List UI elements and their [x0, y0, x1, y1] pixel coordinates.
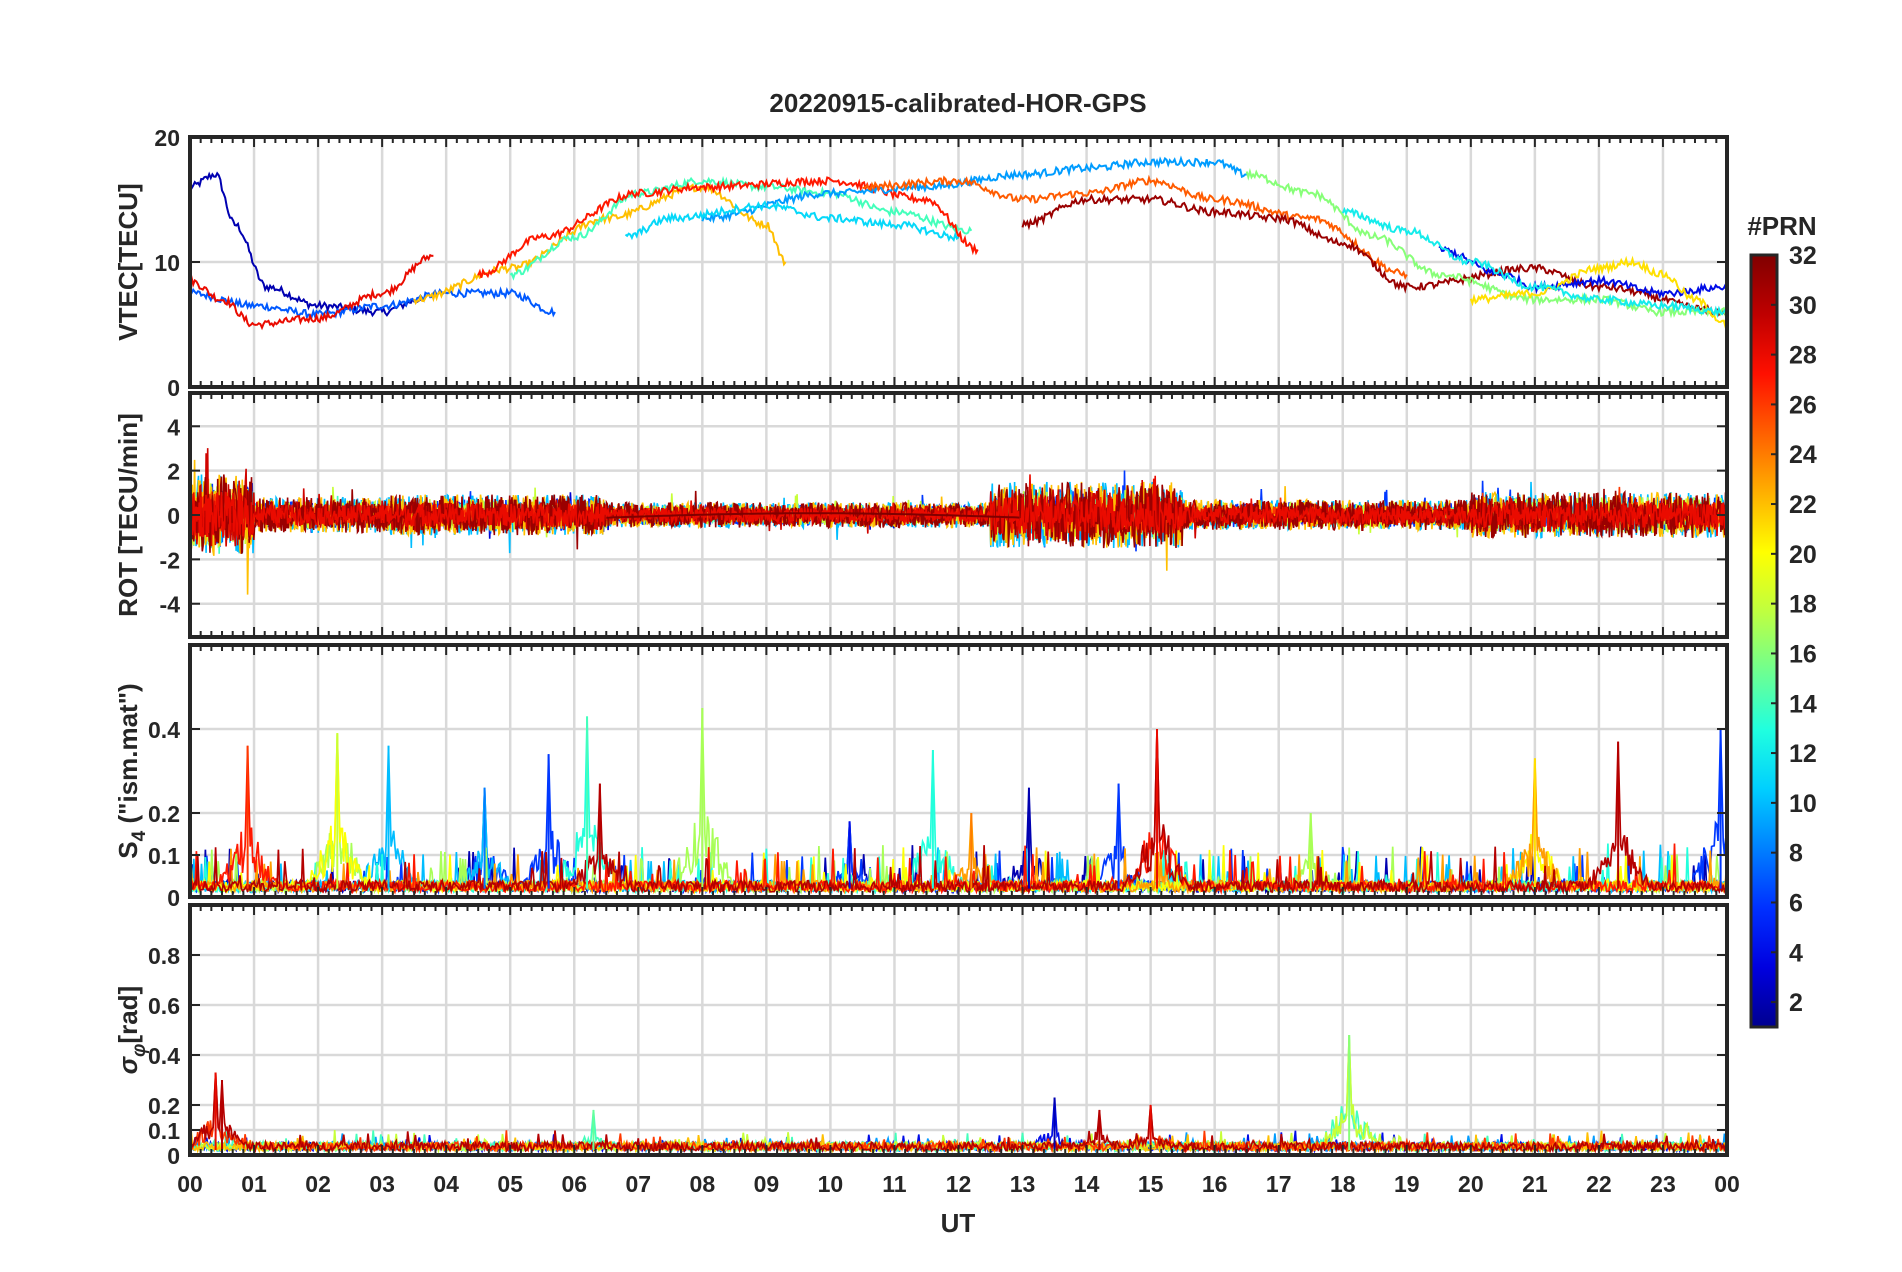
x-tick-label: 08	[690, 1171, 716, 1197]
colorbar-tick-label: 4	[1789, 939, 1803, 967]
y-tick-label: 0.8	[148, 943, 180, 969]
colorbar-tick-label: 20	[1789, 541, 1817, 569]
x-tick-label: 03	[369, 1171, 395, 1197]
y-tick-label: 20	[154, 125, 180, 151]
x-tick-label: 19	[1394, 1171, 1420, 1197]
x-tick-label: 17	[1266, 1171, 1292, 1197]
y-tick-label: 10	[154, 250, 180, 276]
x-tick-label: 16	[1202, 1171, 1228, 1197]
y-label-main: S	[113, 841, 143, 858]
x-tick-label: 07	[625, 1171, 651, 1197]
y-tick-label: 0.1	[148, 843, 180, 869]
x-tick-label: 15	[1138, 1171, 1164, 1197]
y-label-main: σ	[113, 1055, 143, 1074]
x-tick-label: 20	[1458, 1171, 1484, 1197]
x-tick-label: 21	[1522, 1171, 1548, 1197]
y-label-sub: 4	[129, 830, 150, 841]
x-tick-label: 13	[1010, 1171, 1036, 1197]
vtec-series-prn-14	[509, 175, 973, 281]
x-tick-label: 01	[241, 1171, 267, 1197]
vtec-series-prn-11	[624, 200, 960, 242]
vtec-series-prn-28	[190, 253, 434, 331]
data-layer	[190, 155, 1727, 331]
y-label-rest: [rad]	[113, 986, 143, 1044]
chart-title: 20220915-calibrated-HOR-GPS	[769, 88, 1146, 118]
y-tick-label: 0.2	[148, 1093, 180, 1119]
colorbar-tick-label: 24	[1789, 441, 1817, 469]
y-axis-label-s4: S4 ("ism.mat")	[113, 683, 150, 858]
rot-trend-line	[606, 512, 1020, 519]
y-label-rest: ("ism.mat")	[113, 683, 143, 830]
colorbar-tick-label: 14	[1789, 690, 1817, 718]
panel-s4: 00.10.20.4S4 ("ism.mat")	[113, 643, 1729, 911]
x-tick-label: 05	[497, 1171, 523, 1197]
y-tick-label: -2	[160, 547, 180, 573]
vtec-series-prn-9	[701, 155, 1247, 224]
x-tick-label: 04	[433, 1171, 459, 1197]
y-axis-label-rot: ROT [TECU/min]	[113, 413, 143, 617]
colorbar-tick-label: 12	[1789, 740, 1817, 768]
vtec-series-prn-7	[190, 286, 556, 320]
vtec-series-prn-4	[1438, 245, 1727, 300]
y-tick-label: 0.2	[148, 801, 180, 827]
y-tick-label: 4	[167, 414, 180, 440]
x-tick-label: 00	[1714, 1171, 1740, 1197]
vtec-series-prn-31	[1021, 193, 1727, 317]
x-tick-label: 22	[1586, 1171, 1612, 1197]
x-tick-label: 12	[946, 1171, 972, 1197]
vtec-series-prn-21	[1469, 255, 1727, 329]
x-tick-label: 10	[818, 1171, 844, 1197]
colorbar-tick-label: 8	[1789, 840, 1803, 868]
colorbar-tick-label: 18	[1789, 591, 1817, 619]
colorbar-title: #PRN	[1747, 211, 1816, 241]
x-tick-label: 18	[1330, 1171, 1356, 1197]
colorbar-tick-label: 2	[1789, 989, 1803, 1017]
y-tick-label: 0	[167, 375, 180, 401]
vtec-series-prn-25	[862, 174, 1408, 281]
y-tick-label: 0.1	[148, 1118, 180, 1144]
colorbar-tick-label: 32	[1789, 242, 1817, 270]
colorbar-tick-label: 22	[1789, 491, 1817, 519]
x-tick-label: 09	[754, 1171, 780, 1197]
x-axis-label: UT	[941, 1208, 976, 1238]
rot-series-prn-28	[190, 474, 1727, 538]
y-tick-label: 0	[167, 1143, 180, 1169]
x-tick-label: 11	[882, 1171, 907, 1197]
data-layer	[190, 448, 1727, 595]
colorbar-tick-label: 30	[1789, 292, 1817, 320]
x-tick-label: 23	[1650, 1171, 1676, 1197]
panel-sigma_phi: 00.10.2 0.4 0.6 0.8 σφ[rad]	[113, 903, 1729, 1169]
x-tick-label: 14	[1074, 1171, 1100, 1197]
colorbar-tick-label: 28	[1789, 342, 1817, 370]
x-tick-label: 02	[305, 1171, 331, 1197]
x-tick-label: 06	[561, 1171, 587, 1197]
colorbar-tick-label: 10	[1789, 790, 1817, 818]
panel-rot: -4 -2 0 2 4 ROT [TECU/min]	[113, 391, 1729, 639]
y-axis-label-vtec: VTEC[TECU]	[113, 183, 143, 340]
rot-series-prn-31	[190, 474, 1727, 555]
y-axis-label-sigma_phi: σφ[rad]	[113, 986, 150, 1074]
y-tick-label: 2	[167, 459, 180, 485]
panel-vtec: 0 10 20 VTEC[TECU]	[113, 125, 1729, 401]
y-tick-label: 0	[167, 503, 180, 529]
y-tick-label: 0.6	[148, 993, 180, 1019]
y-tick-label: 0.4	[148, 1043, 180, 1069]
vtec-series-prn-16	[1245, 167, 1727, 319]
x-tick-label: 00	[177, 1171, 203, 1197]
colorbar-tick-label: 26	[1789, 391, 1817, 419]
colorbar-bar	[1749, 253, 1779, 1029]
colorbar-tick-label: 16	[1789, 640, 1817, 668]
y-tick-label: -4	[160, 592, 181, 618]
vtec-series-prn-2	[190, 171, 422, 318]
y-tick-label: 0.4	[148, 717, 180, 743]
vtec-series-prn-12	[1341, 206, 1727, 319]
y-label-sub: φ	[129, 1044, 150, 1057]
y-tick-label: 0	[167, 885, 180, 911]
colorbar-tick-label: 6	[1789, 889, 1803, 917]
vtec-series-prn-22	[413, 182, 787, 306]
